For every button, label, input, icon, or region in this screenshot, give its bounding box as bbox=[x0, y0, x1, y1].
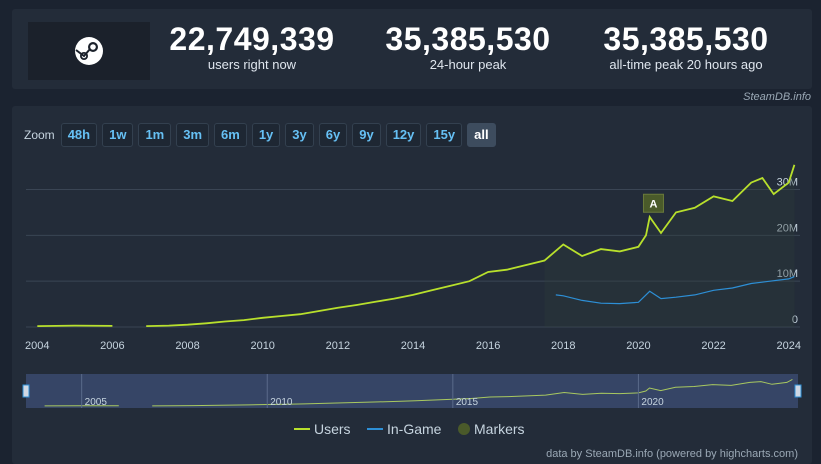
x-tick-label: 2016 bbox=[476, 340, 500, 352]
marker-label: A bbox=[649, 198, 657, 210]
x-tick-label: 2018 bbox=[551, 340, 575, 352]
zoom-button-12y[interactable]: 12y bbox=[385, 123, 422, 147]
stat-all-time-peak: 35,385,530 all-time peak 20 hours ago bbox=[586, 21, 786, 72]
stat-24h-peak: 35,385,530 24-hour peak bbox=[378, 21, 558, 72]
zoom-button-1w[interactable]: 1w bbox=[102, 123, 134, 147]
navigator-handle-right[interactable] bbox=[794, 384, 802, 398]
zoom-button-1y[interactable]: 1y bbox=[251, 123, 281, 147]
y-tick-label: 30M bbox=[777, 177, 798, 189]
stat-value: 35,385,530 bbox=[385, 21, 551, 57]
x-tick-label: 2006 bbox=[100, 340, 124, 352]
x-tick-label: 2020 bbox=[626, 340, 650, 352]
stat-value: 35,385,530 bbox=[603, 21, 769, 57]
navigator-tick-label: 2015 bbox=[456, 397, 479, 408]
navigator-tick-label: 2005 bbox=[85, 397, 108, 408]
stat-value: 22,749,339 bbox=[169, 21, 335, 57]
x-tick-label: 2014 bbox=[401, 340, 425, 352]
zoom-button-48h[interactable]: 48h bbox=[60, 123, 98, 147]
navigator-handle-left[interactable] bbox=[22, 384, 30, 398]
steam-logo[interactable] bbox=[28, 22, 150, 80]
x-tick-label: 2010 bbox=[250, 340, 274, 352]
footer-credit[interactable]: data by SteamDB.info (powered by highcha… bbox=[546, 448, 798, 460]
zoom-button-1m[interactable]: 1m bbox=[138, 123, 172, 147]
zoom-label: Zoom bbox=[24, 128, 55, 142]
x-tick-label: 2012 bbox=[326, 340, 350, 352]
y-tick-label: 20M bbox=[777, 222, 798, 234]
chart-panel: Zoom 48h 1w 1m 3m 6m 1y 3y 6y 9y 12y 15y all 0 10M 20… bbox=[12, 106, 812, 464]
users-area bbox=[544, 164, 795, 327]
source-credit[interactable]: SteamDB.info bbox=[743, 91, 811, 103]
zoom-button-6m[interactable]: 6m bbox=[214, 123, 247, 147]
legend-item-markers[interactable]: Markers bbox=[458, 421, 525, 437]
x-tick-label: 2004 bbox=[25, 340, 49, 352]
legend-swatch bbox=[458, 423, 470, 435]
stat-label: users right now bbox=[207, 57, 297, 72]
y-tick-label: 0 bbox=[792, 314, 798, 326]
x-tick-label: 2008 bbox=[175, 340, 199, 352]
navigator-tick-label: 2020 bbox=[641, 397, 664, 408]
navigator-tick-label: 2010 bbox=[270, 397, 293, 408]
legend-label: In-Game bbox=[387, 421, 442, 437]
zoom-button-3y[interactable]: 3y bbox=[285, 123, 314, 147]
steam-icon bbox=[75, 37, 103, 65]
zoom-button-all[interactable]: all bbox=[467, 123, 496, 147]
series-line-in-game[interactable] bbox=[555, 276, 795, 305]
zoom-button-3m[interactable]: 3m bbox=[176, 123, 210, 147]
x-tick-label: 2024 bbox=[776, 340, 800, 352]
legend-label: Users bbox=[314, 421, 351, 437]
stat-label: all-time peak 20 hours ago bbox=[609, 57, 763, 72]
x-tick-label: 2022 bbox=[701, 340, 725, 352]
stats-panel: 22,749,339 users right now 35,385,530 24… bbox=[12, 9, 812, 89]
legend-item-in-game[interactable]: In-Game bbox=[367, 421, 442, 437]
zoom-button-15y[interactable]: 15y bbox=[426, 123, 463, 147]
zoom-button-9y[interactable]: 9y bbox=[352, 123, 381, 147]
marker-flag[interactable] bbox=[642, 193, 664, 213]
stat-label: 24-hour peak bbox=[429, 57, 507, 72]
legend-item-users[interactable]: Users bbox=[294, 421, 351, 437]
series-line-users[interactable] bbox=[37, 164, 796, 327]
zoom-button-6y[interactable]: 6y bbox=[318, 123, 348, 147]
stat-users-now: 22,749,339 users right now bbox=[162, 21, 342, 72]
legend-label: Markers bbox=[474, 421, 525, 437]
navigator[interactable] bbox=[26, 374, 798, 408]
zoom-controls: Zoom 48h 1w 1m 3m 6m 1y 3y 6y 9y 12y 15y all bbox=[24, 123, 501, 147]
